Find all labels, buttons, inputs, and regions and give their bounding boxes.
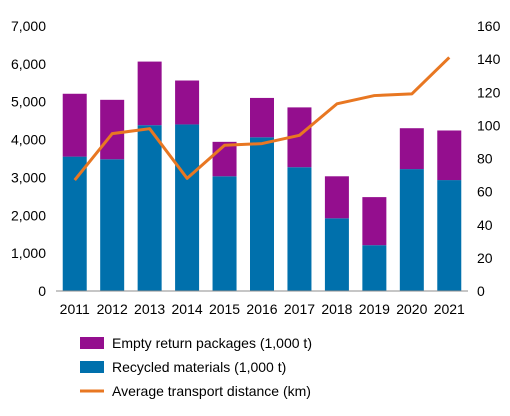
bar-empty-return-packages-2021 <box>437 130 462 181</box>
x-tick-label: 2017 <box>284 301 315 317</box>
bar-recycled-materials-2014 <box>175 124 200 291</box>
legend-item-recycled-materials: Recycled materials (1,000 t) <box>80 359 286 375</box>
bar-recycled-materials-2017 <box>287 167 312 291</box>
right-tick-label: 20 <box>477 250 493 266</box>
bar-recycled-materials-2021 <box>437 180 462 291</box>
left-axis-ticks: 0 1,000 2,000 3,000 4,000 5,000 6,000 7,000 <box>11 18 46 299</box>
right-tick-label: 160 <box>477 18 501 34</box>
x-tick-label: 2020 <box>396 301 427 317</box>
left-tick-label: 0 <box>38 283 46 299</box>
bar-recycled-materials-2016 <box>250 137 274 291</box>
legend-label-empty-return-packages: Empty return packages (1,000 t) <box>112 335 312 351</box>
x-tick-label: 2015 <box>209 301 240 317</box>
x-tick-label: 2011 <box>60 301 90 317</box>
legend-item-average-transport-distance: Average transport distance (km) <box>80 383 311 399</box>
left-tick-label: 6,000 <box>11 56 46 72</box>
legend-label-recycled-materials: Recycled materials (1,000 t) <box>112 359 286 375</box>
x-tick-label: 2019 <box>359 301 390 317</box>
right-axis-ticks: 0 20 40 60 80 100 120 140 160 <box>477 18 501 299</box>
bars-group <box>62 61 462 291</box>
legend-item-empty-return-packages: Empty return packages (1,000 t) <box>80 335 312 351</box>
bar-empty-return-packages-2013 <box>137 61 162 126</box>
bar-empty-return-packages-2012 <box>100 99 125 160</box>
x-tick-label: 2016 <box>246 301 277 317</box>
legend: Empty return packages (1,000 t) Recycled… <box>80 335 312 399</box>
bar-empty-return-packages-2015 <box>212 141 237 177</box>
left-tick-label: 3,000 <box>11 169 46 185</box>
legend-swatch-empty-return-packages <box>80 337 104 349</box>
left-tick-label: 4,000 <box>11 132 46 148</box>
left-tick-label: 1,000 <box>11 245 46 261</box>
bar-empty-return-packages-2019 <box>362 197 387 246</box>
bar-empty-return-packages-2014 <box>175 80 200 125</box>
x-tick-label: 2012 <box>97 301 128 317</box>
right-tick-label: 100 <box>477 117 501 133</box>
x-tick-label: 2021 <box>434 301 465 317</box>
bar-empty-return-packages-2011 <box>62 93 87 157</box>
right-tick-label: 80 <box>477 151 493 167</box>
legend-label-average-transport-distance: Average transport distance (km) <box>112 383 311 399</box>
bar-empty-return-packages-2016 <box>250 97 274 138</box>
right-tick-label: 60 <box>477 184 493 200</box>
left-tick-label: 7,000 <box>11 18 46 34</box>
bar-recycled-materials-2012 <box>100 159 125 291</box>
bar-recycled-materials-2018 <box>324 218 349 291</box>
right-tick-label: 40 <box>477 217 493 233</box>
bar-recycled-materials-2015 <box>212 176 237 291</box>
x-tick-label: 2013 <box>134 301 165 317</box>
bar-empty-return-packages-2018 <box>324 176 349 219</box>
line-layer <box>73 56 451 181</box>
x-tick-label: 2018 <box>321 301 352 317</box>
bar-recycled-materials-2019 <box>362 245 387 291</box>
right-tick-label: 140 <box>477 51 501 67</box>
left-tick-label: 5,000 <box>11 94 46 110</box>
legend-swatch-recycled-materials <box>80 361 104 373</box>
right-tick-label: 0 <box>477 283 485 299</box>
x-axis-ticks: 2011 2012 2013 2014 2015 2016 2017 2018 2019 2020… <box>60 301 465 317</box>
bar-recycled-materials-2020 <box>399 169 424 291</box>
x-tick-label: 2014 <box>172 301 203 317</box>
right-tick-label: 120 <box>477 84 501 100</box>
left-tick-label: 2,000 <box>11 207 46 223</box>
bar-recycled-materials-2013 <box>137 125 162 291</box>
bar-recycled-materials-2011 <box>62 156 87 291</box>
bar-empty-return-packages-2020 <box>399 128 424 170</box>
